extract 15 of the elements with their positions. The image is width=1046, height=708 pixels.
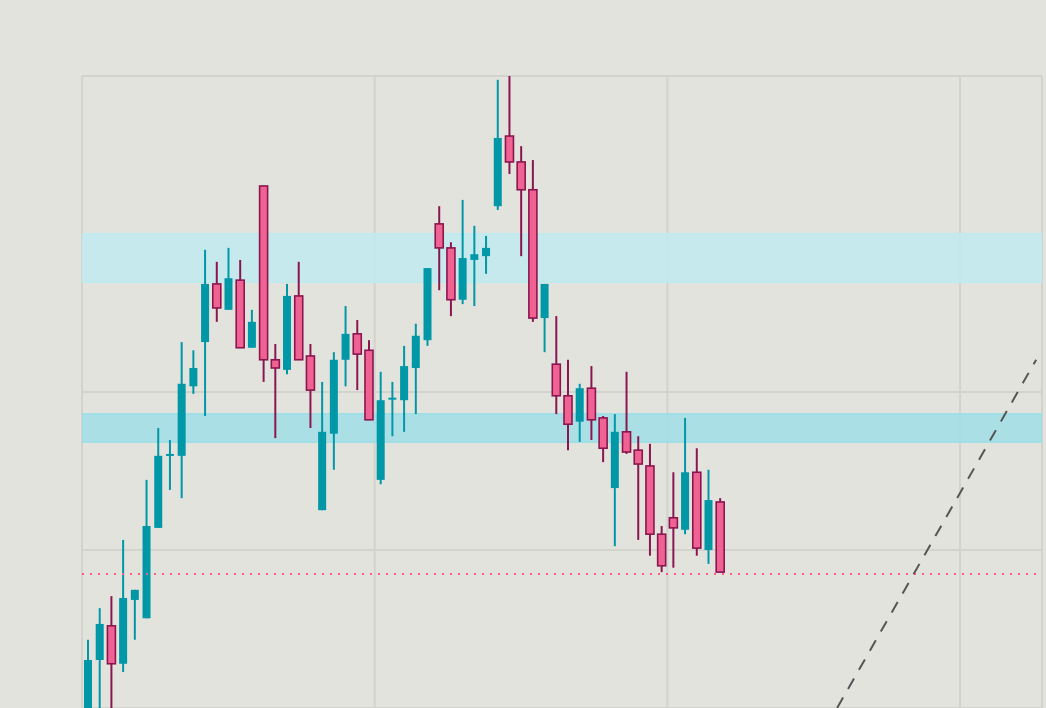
- candlestick: [130, 588, 139, 641]
- candlestick: [388, 380, 397, 438]
- candlestick: [575, 382, 584, 443]
- candlestick: [165, 439, 174, 491]
- candlestick: [211, 260, 222, 323]
- candlestick: [540, 282, 549, 354]
- candlestick: [482, 234, 491, 275]
- candlestick: [411, 322, 420, 416]
- candlestick: [224, 246, 233, 311]
- candlestick: [247, 308, 256, 349]
- candlestick: [95, 607, 104, 708]
- candlestick: [106, 595, 117, 708]
- candlestick: [668, 471, 679, 569]
- candlestick: [400, 344, 409, 433]
- candlestick: [341, 305, 350, 388]
